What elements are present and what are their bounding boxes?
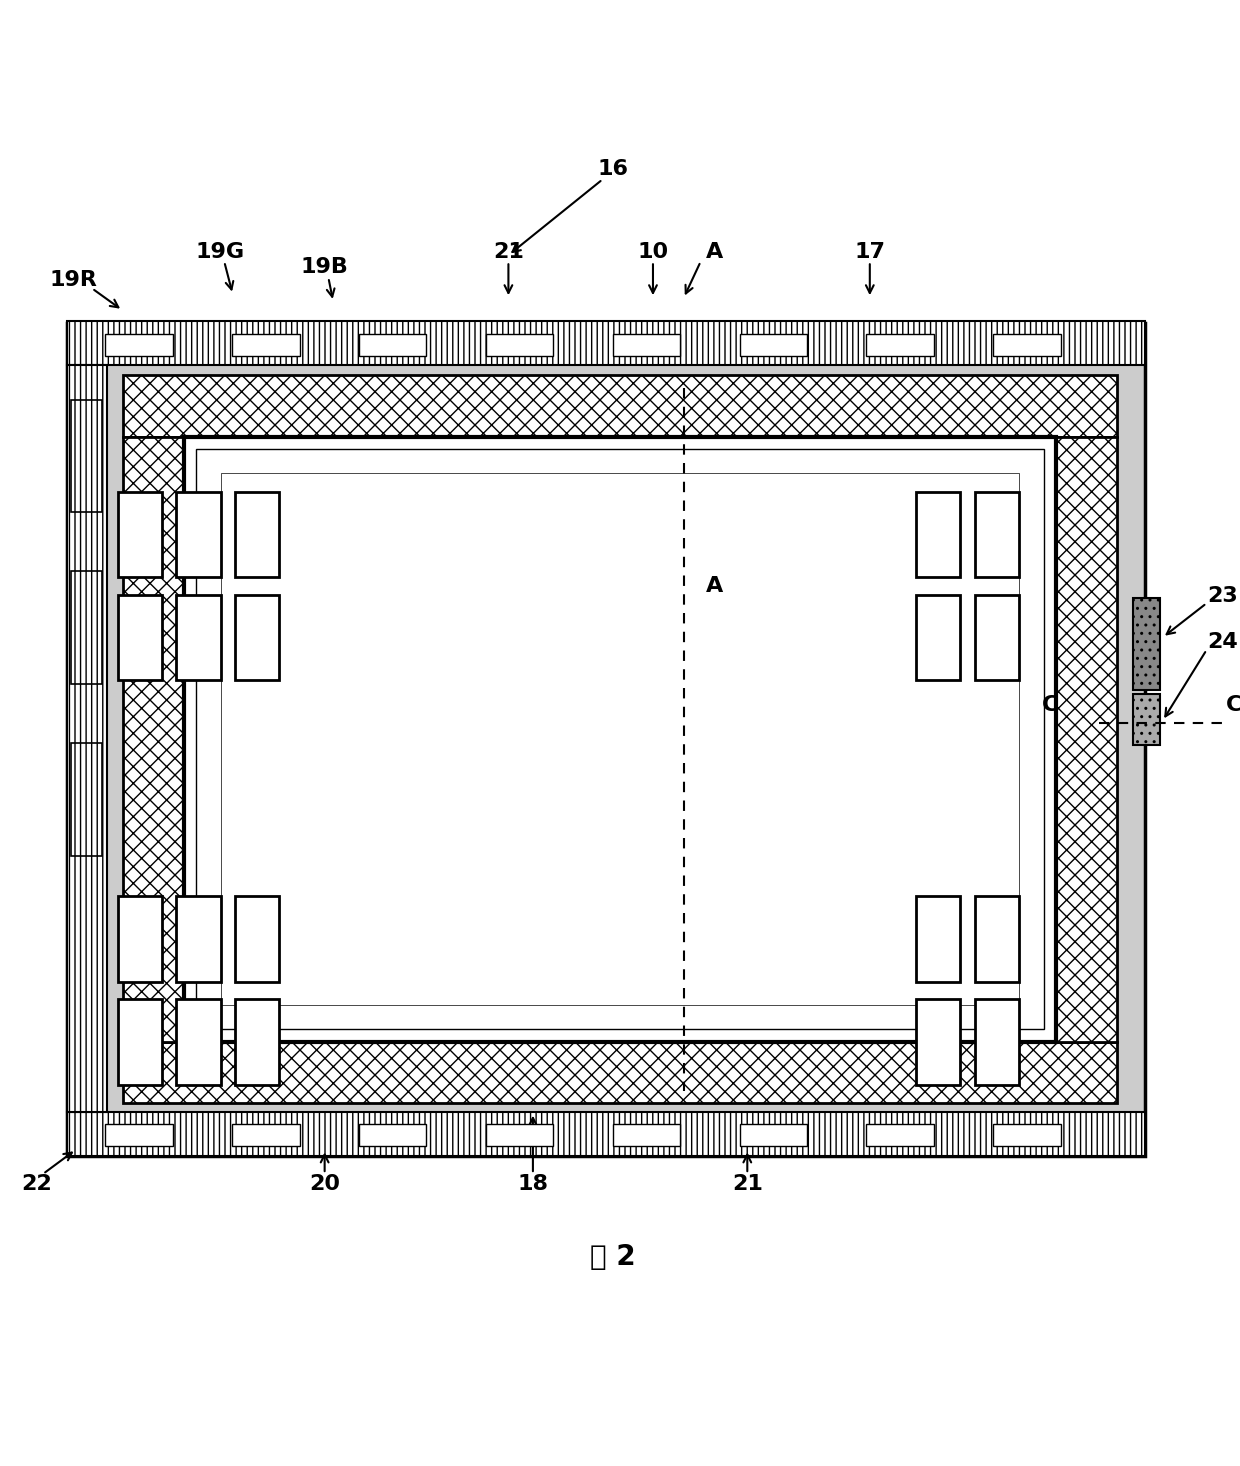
Bar xyxy=(975,896,1019,982)
Bar xyxy=(123,375,1117,437)
Text: 19G: 19G xyxy=(196,242,246,261)
Bar xyxy=(123,437,184,1042)
Text: 23: 23 xyxy=(1208,586,1238,605)
Bar xyxy=(867,334,934,356)
Bar xyxy=(232,1124,300,1146)
Bar xyxy=(67,365,107,1111)
Bar xyxy=(118,998,161,1085)
Bar xyxy=(916,595,961,680)
Bar xyxy=(613,1124,680,1146)
Bar xyxy=(916,896,961,982)
Bar xyxy=(118,491,161,578)
Bar xyxy=(1056,437,1117,1042)
Bar xyxy=(184,437,1056,1042)
Bar xyxy=(71,400,102,513)
Bar xyxy=(118,896,161,982)
Bar xyxy=(67,321,1146,365)
Text: 16: 16 xyxy=(596,160,627,179)
Bar xyxy=(105,1124,172,1146)
Text: 18: 18 xyxy=(517,1174,548,1193)
Bar xyxy=(1133,693,1161,745)
Bar xyxy=(486,334,553,356)
Text: 21: 21 xyxy=(494,242,523,261)
Text: 24: 24 xyxy=(1208,632,1238,652)
Bar xyxy=(993,334,1060,356)
Bar xyxy=(71,743,102,856)
Text: 22: 22 xyxy=(21,1174,52,1193)
Text: C: C xyxy=(1042,695,1058,715)
Bar xyxy=(118,595,161,680)
Bar xyxy=(176,595,221,680)
Text: A: A xyxy=(706,242,723,261)
Bar xyxy=(916,491,961,578)
Bar xyxy=(236,491,279,578)
Bar xyxy=(176,491,221,578)
Text: 21: 21 xyxy=(732,1174,763,1193)
Bar xyxy=(613,334,680,356)
Bar xyxy=(867,1124,934,1146)
Text: 图 2: 图 2 xyxy=(590,1243,635,1271)
Bar xyxy=(123,1042,1117,1102)
Bar xyxy=(236,998,279,1085)
Bar xyxy=(236,595,279,680)
Text: C: C xyxy=(1225,695,1240,715)
Bar xyxy=(236,896,279,982)
Bar xyxy=(993,1124,1060,1146)
Text: 20: 20 xyxy=(309,1174,340,1193)
Text: 10: 10 xyxy=(637,242,668,261)
Bar xyxy=(67,323,1146,1155)
Bar xyxy=(486,1124,553,1146)
Bar xyxy=(1133,598,1161,690)
Bar xyxy=(71,572,102,685)
Bar xyxy=(360,1124,427,1146)
Bar xyxy=(196,449,1044,1029)
Bar xyxy=(360,334,427,356)
Bar xyxy=(67,1111,1146,1155)
Bar xyxy=(739,1124,807,1146)
Bar xyxy=(105,334,172,356)
Bar xyxy=(176,998,221,1085)
Bar xyxy=(739,334,807,356)
Text: A: A xyxy=(706,576,723,597)
Text: 19B: 19B xyxy=(301,258,348,277)
Bar xyxy=(975,998,1019,1085)
Bar xyxy=(232,334,300,356)
Bar xyxy=(916,998,961,1085)
Bar xyxy=(221,474,1019,1006)
Bar xyxy=(975,491,1019,578)
Bar xyxy=(975,595,1019,680)
Text: 19R: 19R xyxy=(50,270,98,290)
Bar xyxy=(176,896,221,982)
Text: 17: 17 xyxy=(854,242,885,261)
